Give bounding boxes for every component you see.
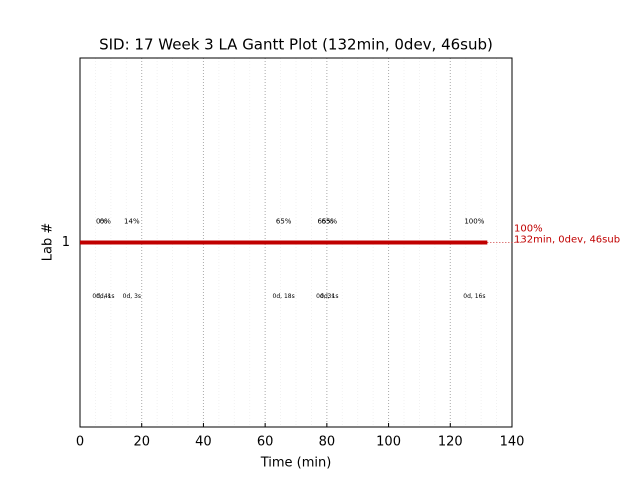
duration-label: 0d, 1s [96,293,114,300]
y-tick-label: 1 [62,235,70,250]
progress-label: 65% [322,218,338,226]
x-tick-label: 40 [195,435,212,450]
x-tick-label: 20 [133,435,150,450]
progress-label: 65% [276,218,292,226]
duration-label: 0d, 16s [463,293,485,300]
x-axis-label: Time (min) [260,456,332,471]
duration-label: 0d, 3s [316,293,334,300]
chart-title: SID: 17 Week 3 LA Gantt Plot (132min, 0d… [99,36,493,54]
progress-label: 14% [124,218,140,226]
gantt-bar [80,240,488,245]
x-tick-label: 140 [500,435,525,450]
duration-label: 0d, 4s [92,293,110,300]
y-axis-label: Lab # [41,223,56,262]
x-tick-label: 80 [319,435,336,450]
progress-label: 0% [100,218,111,226]
duration-label: 0d, 3s [123,293,141,300]
x-tick-label: 100 [376,435,401,450]
end-label: 132min, 0dev, 46sub [514,235,620,246]
x-tick-label: 60 [257,435,274,450]
progress-label: 0% [96,218,107,226]
x-tick-label: 0 [76,435,84,450]
progress-label: 65% [318,218,334,226]
duration-label: 0d, 1s [320,293,338,300]
end-label: 100% [514,224,543,235]
x-tick-label: 120 [438,435,463,450]
duration-label: 0d, 18s [273,293,295,300]
progress-label: 100% [464,218,484,226]
